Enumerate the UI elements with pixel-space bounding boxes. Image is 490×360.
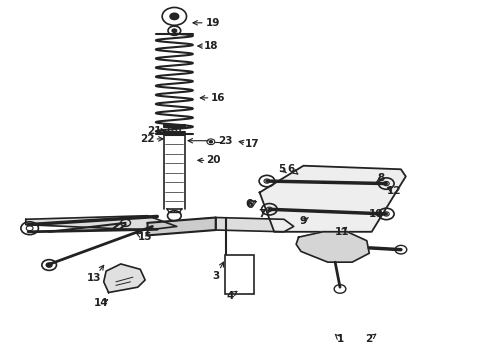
- Text: 12: 12: [386, 186, 401, 196]
- Text: 5: 5: [278, 164, 285, 174]
- Text: 19: 19: [206, 18, 220, 28]
- Text: 21: 21: [147, 126, 162, 136]
- Circle shape: [170, 13, 179, 19]
- Polygon shape: [296, 232, 369, 262]
- Polygon shape: [26, 216, 177, 230]
- Text: 2: 2: [366, 334, 373, 344]
- Text: 7: 7: [258, 209, 266, 219]
- Text: 6: 6: [246, 200, 253, 210]
- Text: 11: 11: [335, 227, 350, 237]
- Text: 3: 3: [212, 271, 220, 282]
- Text: 14: 14: [94, 298, 109, 308]
- Text: 1: 1: [336, 334, 343, 344]
- Polygon shape: [147, 217, 216, 235]
- Text: 10: 10: [369, 209, 384, 219]
- Text: 22: 22: [140, 134, 155, 144]
- Circle shape: [172, 29, 177, 32]
- Text: 13: 13: [87, 273, 101, 283]
- Bar: [224, 255, 254, 294]
- Text: 8: 8: [378, 173, 385, 183]
- Polygon shape: [104, 264, 145, 293]
- Polygon shape: [216, 217, 294, 232]
- Text: 15: 15: [138, 232, 152, 242]
- Text: 20: 20: [206, 156, 220, 165]
- Circle shape: [46, 263, 52, 267]
- Text: 18: 18: [204, 41, 218, 51]
- Text: 6: 6: [245, 199, 252, 209]
- Circle shape: [209, 141, 212, 143]
- Text: 23: 23: [218, 136, 233, 146]
- Text: 17: 17: [245, 139, 260, 149]
- Polygon shape: [260, 166, 406, 232]
- Text: 9: 9: [300, 216, 307, 226]
- Text: 16: 16: [211, 93, 225, 103]
- Text: 6: 6: [288, 164, 295, 174]
- Text: 4: 4: [227, 291, 234, 301]
